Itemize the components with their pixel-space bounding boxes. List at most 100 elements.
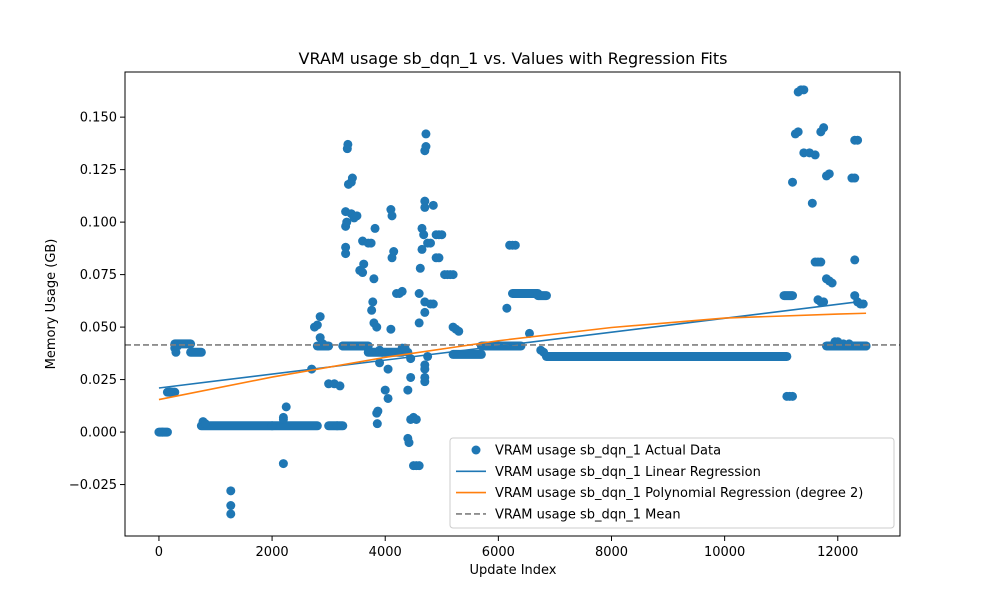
- legend-label: VRAM usage sb_dqn_1 Mean: [495, 507, 681, 522]
- data-point: [788, 177, 798, 187]
- data-point: [312, 320, 322, 330]
- data-point: [421, 142, 431, 152]
- data-point: [278, 414, 288, 424]
- legend: VRAM usage sb_dqn_1 Actual Data VRAM usag…: [449, 437, 895, 529]
- data-point: [850, 173, 860, 183]
- linear-regression-line: [158, 300, 867, 389]
- data-point: [524, 328, 534, 338]
- data-point: [226, 501, 236, 511]
- data-point: [342, 217, 352, 227]
- data-point: [824, 169, 834, 179]
- data-point: [367, 305, 377, 315]
- data-point: [437, 230, 447, 240]
- data-point: [406, 354, 416, 364]
- data-point: [341, 242, 351, 252]
- data-point: [377, 347, 387, 357]
- data-point: [343, 139, 353, 149]
- data-point: [397, 286, 407, 296]
- data-point: [502, 303, 512, 313]
- data-point: [420, 364, 430, 374]
- data-point: [341, 249, 351, 259]
- data-point: [380, 385, 390, 395]
- data-point: [819, 297, 829, 307]
- data-point: [341, 341, 351, 351]
- data-point: [810, 150, 820, 160]
- data-point: [370, 223, 380, 233]
- data-point: [383, 364, 393, 374]
- data-point: [414, 318, 424, 328]
- data-point: [403, 385, 413, 395]
- data-point: [420, 307, 430, 317]
- data-point: [332, 421, 342, 431]
- data-point: [420, 196, 430, 206]
- legend-marker: [471, 445, 481, 455]
- data-point: [372, 419, 382, 429]
- y-tick-label: 0.025: [80, 373, 117, 388]
- x-tick-label: 12000: [817, 545, 858, 560]
- legend-label: VRAM usage sb_dqn_1 Polynomial Regressio…: [495, 486, 863, 501]
- data-point: [844, 339, 854, 349]
- data-point: [373, 406, 383, 416]
- data-point: [428, 299, 438, 309]
- data-point: [448, 270, 458, 280]
- data-point: [278, 459, 288, 469]
- x-tick-label: 8000: [595, 545, 628, 560]
- data-point: [827, 278, 837, 288]
- data-point: [423, 351, 433, 361]
- data-point: [404, 438, 414, 448]
- y-tick-label: 0.100: [80, 216, 117, 231]
- data-point: [358, 268, 368, 278]
- x-tick-label: 0: [155, 545, 163, 560]
- data-point: [226, 486, 236, 496]
- x-tick-label: 2000: [256, 545, 289, 560]
- data-point: [165, 387, 175, 397]
- data-point: [850, 255, 860, 265]
- legend-label: VRAM usage sb_dqn_1 Actual Data: [495, 444, 721, 459]
- data-point: [406, 372, 416, 382]
- data-point: [425, 238, 435, 248]
- data-point: [411, 414, 421, 424]
- data-point: [200, 419, 210, 429]
- x-tick-label: 10000: [704, 545, 745, 560]
- data-point: [372, 322, 382, 332]
- y-axis: −0.025 0.000 0.025 0.050 0.075 0.100 0.125 0.15…: [69, 111, 125, 493]
- data-point: [157, 427, 167, 437]
- legend-box: [449, 437, 895, 529]
- y-tick-label: 0.000: [80, 426, 117, 441]
- data-point: [383, 393, 393, 403]
- data-point: [347, 173, 357, 183]
- data-point: [807, 198, 817, 208]
- data-point: [419, 230, 429, 240]
- data-point: [819, 123, 829, 133]
- data-point: [428, 200, 438, 210]
- legend-label: VRAM usage sb_dqn_1 Linear Regression: [495, 465, 761, 480]
- y-axis-title: Memory Usage (GB): [44, 239, 59, 370]
- data-point: [368, 297, 378, 307]
- data-point: [861, 341, 871, 351]
- data-point: [226, 509, 236, 519]
- data-point: [267, 421, 277, 431]
- data-point: [315, 312, 325, 322]
- chart-title: VRAM usage sb_dqn_1 vs. Values with Regr…: [299, 49, 728, 69]
- y-tick-label: 0.125: [80, 163, 117, 178]
- y-tick-label: −0.025: [69, 478, 117, 493]
- data-point: [816, 257, 826, 267]
- data-point: [788, 391, 798, 401]
- x-tick-label: 6000: [482, 545, 515, 560]
- series-actual-data: [154, 85, 871, 519]
- data-point: [335, 381, 345, 391]
- y-tick-label: 0.150: [80, 111, 117, 126]
- data-point: [417, 244, 427, 254]
- data-point: [434, 253, 444, 263]
- data-point: [281, 402, 291, 412]
- x-axis: 0 2000 4000 6000 8000 10000 12000: [155, 536, 858, 560]
- y-tick-label: 0.075: [80, 268, 117, 283]
- data-point: [369, 274, 379, 284]
- data-point: [318, 339, 328, 349]
- data-point: [415, 263, 425, 273]
- data-point: [420, 372, 430, 382]
- data-point: [414, 289, 424, 299]
- data-point: [539, 347, 549, 357]
- data-point: [359, 259, 369, 269]
